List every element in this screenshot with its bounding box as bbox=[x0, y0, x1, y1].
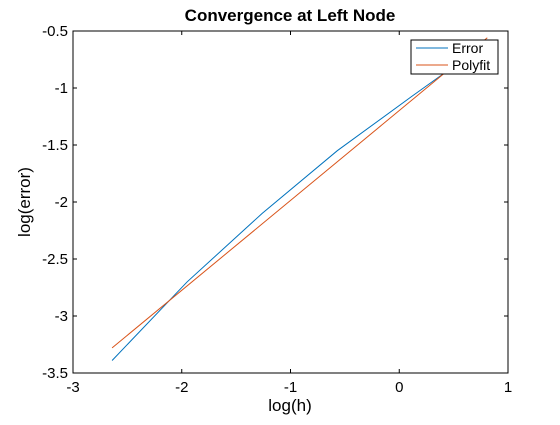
legend: Error Polyfit bbox=[410, 39, 499, 75]
x-tick-label: 0 bbox=[395, 379, 403, 396]
x-axis-label: log(h) bbox=[268, 396, 311, 415]
x-tick-label: 1 bbox=[504, 379, 512, 396]
y-tick-label: -2.5 bbox=[42, 251, 68, 268]
plot-area bbox=[72, 30, 509, 374]
y-tick-label: -2 bbox=[55, 194, 68, 211]
chart-title: Convergence at Left Node bbox=[185, 6, 396, 25]
series-layer bbox=[111, 37, 488, 361]
y-tick-label: -1 bbox=[55, 80, 68, 97]
y-axis-label: log(error) bbox=[15, 167, 34, 237]
y-tick-label: -3 bbox=[55, 308, 68, 325]
y-tick-label: -1.5 bbox=[42, 137, 68, 154]
legend-label-polyfit: Polyfit bbox=[452, 57, 490, 73]
x-tick-label: -2 bbox=[175, 379, 188, 396]
y-tick-label: -0.5 bbox=[42, 23, 68, 40]
series-line-polyfit bbox=[111, 37, 488, 349]
ticks-layer: -3 -2 -1 0 1-3.5-3-2.5-2-1.5-1-0.5 bbox=[42, 23, 512, 396]
legend-label-error: Error bbox=[452, 40, 483, 56]
x-tick-label: -3 bbox=[66, 379, 79, 396]
y-tick-label: -3.5 bbox=[42, 365, 68, 382]
legend-box bbox=[410, 39, 499, 75]
x-tick-label: -1 bbox=[284, 379, 297, 396]
series-line-error bbox=[111, 41, 488, 361]
